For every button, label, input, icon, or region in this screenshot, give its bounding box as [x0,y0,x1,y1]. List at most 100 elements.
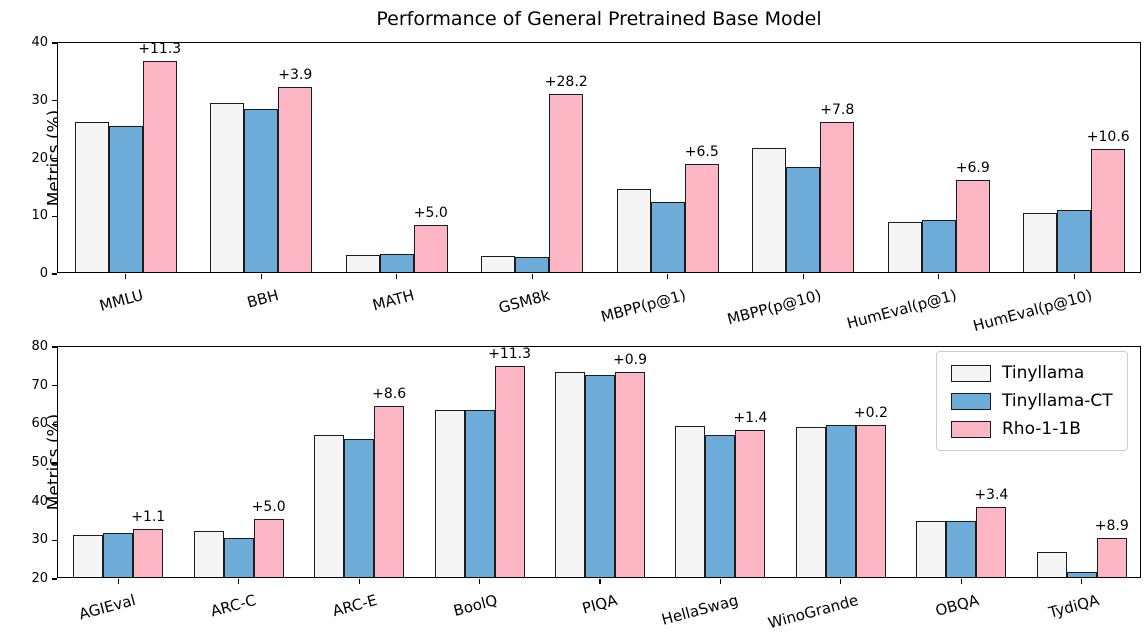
bar-tinyllama-ct-math [379,253,414,272]
x-tick-label-bbh: BBH [245,286,281,312]
bar-tinyllama-humeval(p@1) [887,222,922,272]
bar-annotation: +5.0 [413,204,448,221]
x-tick-label-piqa: PIQA [580,591,620,618]
bar-tinyllama-ct-piqa [585,375,615,577]
bar-tinyllama-math [345,254,380,272]
bar-annotation: +5.0 [251,499,286,515]
bar-annotation: +11.3 [138,40,182,57]
plot-area-bottom: 20 30 40 50 60 70 80 +1.1 +5.0 +8.6 +11.3 +0.9 +1.4 +… [31,339,1141,586]
bar-rho-1-1b-gsm8k [549,94,584,272]
bar-rho-1-1b-mbpp(p@1) [684,164,719,272]
bar-annotation: +8.6 [372,385,407,402]
bar-tinyllama-ct-winogrande [825,425,856,577]
y-tick-label: 20 [31,150,48,166]
bar-annotation: +0.9 [613,351,647,368]
x-tick-mark [1073,274,1075,279]
x-tick-mark [531,274,533,279]
x-tick-mark [1081,579,1083,584]
bar-tinyllama-bbh [210,102,245,272]
y-tick-label: 30 [31,532,48,548]
bar-tinyllama-piqa [555,372,585,577]
x-tick-label-mbpp(p@1): MBPP(p@1) [598,286,688,326]
figure-title: Performance of General Pretrained Base M… [376,8,822,30]
bar-tinyllama-arc-c [193,530,224,577]
bar-tinyllama-hellaswag [675,425,706,577]
bar-rho-1-1b-humeval(p@1) [955,180,990,272]
legend-swatch-rho-1-1b [951,420,991,438]
x-tick-label-arc-e: ARC-E [330,591,379,621]
x-tick-label-hellaswag: HellaSwag [659,591,741,629]
y-tick-mark [52,501,57,503]
bar-tinyllama-ct-mbpp(p@1) [650,201,685,272]
bar-annotation: +6.9 [955,160,990,177]
bar-tinyllama-arc-e [314,434,345,577]
x-tick-label-humeval(p@1): HumEval(p@1) [844,286,959,333]
bar-tinyllama-ct-mbpp(p@10) [786,166,821,272]
bar-tinyllama-ct-obqa [946,520,977,577]
legend-swatch-tinyllama-ct [951,392,991,410]
bar-tinyllama-ct-humeval(p@1) [921,220,956,272]
bar-annotation: +3.9 [278,66,313,83]
x-tick-mark [125,274,127,279]
bar-tinyllama-ct-boolq [464,409,495,577]
bar-annotation: +1.4 [733,410,768,427]
y-tick-label: 30 [31,92,48,108]
x-tick-label-arc-c: ARC-C [208,591,259,621]
y-tick-label: 60 [31,416,48,432]
bar-rho-1-1b-winogrande [855,424,886,577]
x-tick-mark [396,274,398,279]
bar-tinyllama-humeval(p@10) [1023,213,1058,272]
bar-rho-1-1b-agieval [133,529,164,577]
y-tick-mark [52,423,57,425]
y-tick-mark [52,578,57,580]
bar-tinyllama-boolq [434,409,465,577]
bar-rho-1-1b-math [413,224,448,272]
x-tick-label-agieval: AGIEval [77,591,138,624]
bar-annotation: +1.1 [131,509,166,526]
x-tick-label-winogrande: WinoGrande [766,591,861,632]
bar-tinyllama-ct-arc-e [344,438,375,577]
y-tick-mark [52,385,57,387]
bar-rho-1-1b-hellaswag [735,430,766,577]
legend-label: Tinyllama-CT [1002,391,1113,411]
bar-tinyllama-agieval [73,534,104,577]
y-tick-label: 0 [39,266,48,281]
y-tick-mark [52,157,57,160]
bar-rho-1-1b-obqa [976,507,1007,577]
x-tick-mark [478,579,481,584]
x-axis-labels-top: MMLU BBH MATH GSM8k MBPP(p@1) MBPP(p@10) HumEv… [57,279,1141,337]
x-tick-mark [667,274,669,279]
bar-tinyllama-ct-humeval(p@10) [1057,210,1092,272]
x-tick-label-obqa: OBQA [933,591,982,620]
bar-tinyllama-ct-arc-c [223,538,254,577]
bar-tinyllama-ct-tydiqa [1066,572,1097,577]
y-tick-label: 70 [31,377,48,393]
x-tick-label-mbpp(p@10): MBPP(p@10) [724,286,823,329]
bar-tinyllama-tydiqa [1036,552,1067,577]
bar-annotation: +7.8 [820,101,855,118]
bar-rho-1-1b-boolq [494,365,525,577]
x-tick-mark [802,274,804,279]
y-tick-mark [52,462,57,464]
y-tick-label: 20 [31,571,48,586]
legend-swatch-tinyllama [951,364,991,382]
x-tick-label-gsm8k: GSM8k [496,286,552,317]
x-tick-label-tydiqa: TydiQA [1047,591,1102,622]
bar-tinyllama-ct-agieval [103,533,134,577]
bar-rho-1-1b-bbh [278,86,313,272]
legend-item-rho-1-1b: Rho-1-1B [951,419,1113,439]
bar-annotation: +0.2 [853,404,888,421]
x-tick-mark [719,579,722,584]
bar-rho-1-1b-mbpp(p@10) [820,121,855,272]
x-tick-mark [358,579,360,584]
bar-rho-1-1b-humeval(p@10) [1091,149,1126,272]
bar-tinyllama-mmlu [74,122,109,272]
bar-rho-1-1b-arc-e [374,405,405,577]
x-tick-mark [938,274,940,279]
bar-rho-1-1b-piqa [615,371,645,577]
legend: Tinyllama Tinyllama-CT Rho-1-1B [936,351,1128,451]
bar-annotation: +10.6 [1086,129,1130,145]
bar-tinyllama-obqa [916,521,947,577]
bar-tinyllama-ct-mmlu [108,125,143,272]
